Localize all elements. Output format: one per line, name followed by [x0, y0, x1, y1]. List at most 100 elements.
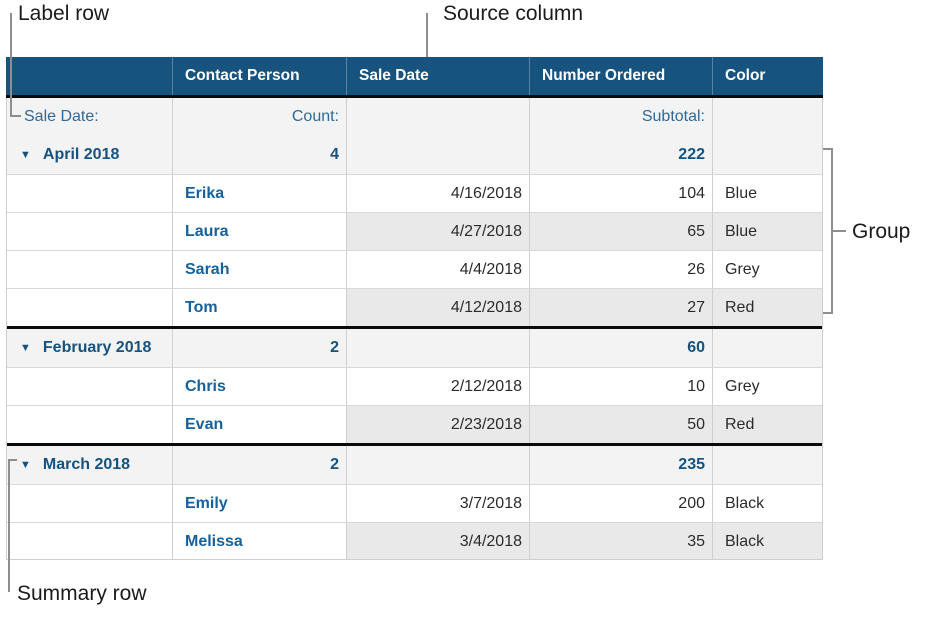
group-count-cell[interactable]: 2 [173, 329, 347, 367]
summary-row-callout-text: Summary row [17, 582, 147, 605]
summary-row-callout-line [8, 459, 17, 592]
group-summary-row-february-2018: ▼ February 2018 2 60 [6, 329, 823, 367]
group-callout-bracket [823, 148, 833, 314]
table-row-evan: Evan 2/23/2018 50 Red [6, 405, 823, 443]
table-left-edge [6, 98, 7, 560]
contact-cell[interactable]: Laura [173, 213, 347, 250]
number-ordered-cell[interactable]: 200 [530, 485, 713, 522]
row-label-cell[interactable] [6, 485, 173, 522]
row-label-cell[interactable] [6, 251, 173, 288]
row-label-cell[interactable] [6, 289, 173, 326]
table-row-laura: Laura 4/27/2018 65 Blue [6, 212, 823, 250]
group-empty-cell[interactable] [347, 136, 530, 174]
group-empty-cell[interactable] [347, 446, 530, 484]
label-row-callout-text: Label row [18, 2, 110, 25]
color-cell[interactable]: Black [725, 494, 765, 512]
sale-date-cell[interactable]: 4/27/2018 [347, 213, 530, 250]
label-row-empty-cell[interactable] [347, 98, 530, 136]
sale-date-cell[interactable]: 2/12/2018 [347, 368, 530, 405]
color-cell[interactable]: Red [713, 289, 823, 326]
number-ordered-cell[interactable]: 104 [530, 175, 713, 212]
table-row-sarah: Sarah 4/4/2018 26 Grey [6, 250, 823, 288]
contact-cell[interactable]: Evan [173, 406, 347, 443]
sale-date-cell[interactable]: 3/7/2018 [347, 485, 530, 522]
contact-cell[interactable]: Erika [173, 175, 347, 212]
sale-date-cell[interactable]: 4/16/2018 [347, 175, 530, 212]
sale-date-cell[interactable]: 4/12/2018 [347, 289, 530, 326]
group-summary-row-march-2018: ▼ March 2018 2 235 [6, 446, 823, 484]
row-label-cell[interactable] [6, 368, 173, 405]
table-header-row: Contact Person Sale Date Number Ordered Col… [6, 57, 823, 95]
row-label-cell[interactable] [6, 406, 173, 443]
column-header-color[interactable]: Color [725, 67, 766, 84]
group-empty-cell[interactable] [347, 329, 530, 367]
group-name-label: February 2018 [42, 339, 152, 356]
sale-date-cell[interactable]: 3/4/2018 [347, 523, 530, 560]
color-cell[interactable]: Blue [713, 213, 823, 250]
color-cell[interactable]: Red [713, 406, 823, 443]
column-header-sale-date[interactable]: Sale Date [347, 57, 530, 95]
label-row-callout-line [10, 13, 21, 117]
row-label-cell[interactable] [6, 523, 173, 560]
group-callout-tick [833, 230, 846, 232]
disclosure-triangle-icon[interactable]: ▼ [20, 148, 31, 161]
group-subtotal-cell[interactable]: 222 [530, 136, 713, 174]
label-row-category-cell[interactable]: Sale Date: [6, 98, 173, 136]
table-right-edge [822, 98, 823, 560]
number-ordered-cell[interactable]: 50 [530, 406, 713, 443]
table-bottom-edge [6, 559, 823, 560]
number-ordered-cell[interactable]: 65 [530, 213, 713, 250]
contact-cell[interactable]: Chris [173, 368, 347, 405]
categorized-table: Contact Person Sale Date Number Ordered Col… [6, 57, 823, 560]
number-ordered-cell[interactable]: 10 [530, 368, 713, 405]
group-separator-line [6, 326, 823, 329]
number-ordered-cell[interactable]: 26 [530, 251, 713, 288]
group-subtotal-cell[interactable]: 235 [530, 446, 713, 484]
group-count-cell[interactable]: 4 [173, 136, 347, 174]
header-bottom-border [6, 95, 823, 98]
disclosure-triangle-icon[interactable]: ▼ [20, 341, 31, 354]
group-separator-line [6, 443, 823, 446]
column-header-number-ordered[interactable]: Number Ordered [530, 57, 713, 95]
group-name-cell[interactable]: ▼ March 2018 [6, 446, 173, 484]
table-row-tom: Tom 4/12/2018 27 Red [6, 288, 823, 326]
table-row-emily: Emily 3/7/2018 200 Black [6, 484, 823, 522]
row-label-cell[interactable] [6, 175, 173, 212]
group-callout-text: Group [852, 220, 911, 243]
number-ordered-cell[interactable]: 27 [530, 289, 713, 326]
sale-date-cell[interactable]: 4/4/2018 [347, 251, 530, 288]
column-header-row-labels[interactable] [6, 57, 173, 95]
sale-date-cell[interactable]: 2/23/2018 [347, 406, 530, 443]
group-empty-cell[interactable] [713, 329, 823, 367]
group-empty-cell[interactable] [713, 136, 823, 174]
column-header-contact-person[interactable]: Contact Person [173, 57, 347, 95]
table-row-erika: Erika 4/16/2018 104 Blue [6, 174, 823, 212]
group-empty-cell[interactable] [713, 446, 823, 484]
contact-cell[interactable]: Sarah [173, 251, 347, 288]
color-cell[interactable]: Grey [725, 377, 760, 395]
group-subtotal-cell[interactable]: 60 [530, 329, 713, 367]
number-ordered-cell[interactable]: 35 [530, 523, 713, 560]
label-row: Sale Date: Count: Subtotal: [6, 98, 823, 136]
color-cell[interactable]: Grey [725, 260, 760, 278]
label-row-count-cell[interactable]: Count: [173, 98, 347, 136]
color-cell[interactable]: Black [713, 523, 823, 560]
color-cell[interactable]: Blue [725, 184, 758, 202]
group-name-label: March 2018 [42, 456, 131, 473]
table-row-chris: Chris 2/12/2018 10 Grey [6, 367, 823, 405]
group-count-cell[interactable]: 2 [173, 446, 347, 484]
row-label-cell[interactable] [6, 213, 173, 250]
group-name-cell[interactable]: ▼ April 2018 [6, 136, 173, 174]
table-row-melissa: Melissa 3/4/2018 35 Black [6, 522, 823, 560]
disclosure-triangle-icon[interactable]: ▼ [20, 458, 31, 471]
group-summary-row-april-2018: ▼ April 2018 4 222 [6, 136, 823, 174]
contact-cell[interactable]: Tom [173, 289, 347, 326]
group-name-cell[interactable]: ▼ February 2018 [6, 329, 173, 367]
source-column-callout-text: Source column [443, 2, 584, 25]
label-row-empty-cell[interactable] [713, 98, 823, 136]
source-column-callout-line [426, 13, 428, 57]
contact-cell[interactable]: Emily [173, 485, 347, 522]
contact-cell[interactable]: Melissa [173, 523, 347, 560]
label-row-subtotal-cell[interactable]: Subtotal: [530, 98, 713, 136]
